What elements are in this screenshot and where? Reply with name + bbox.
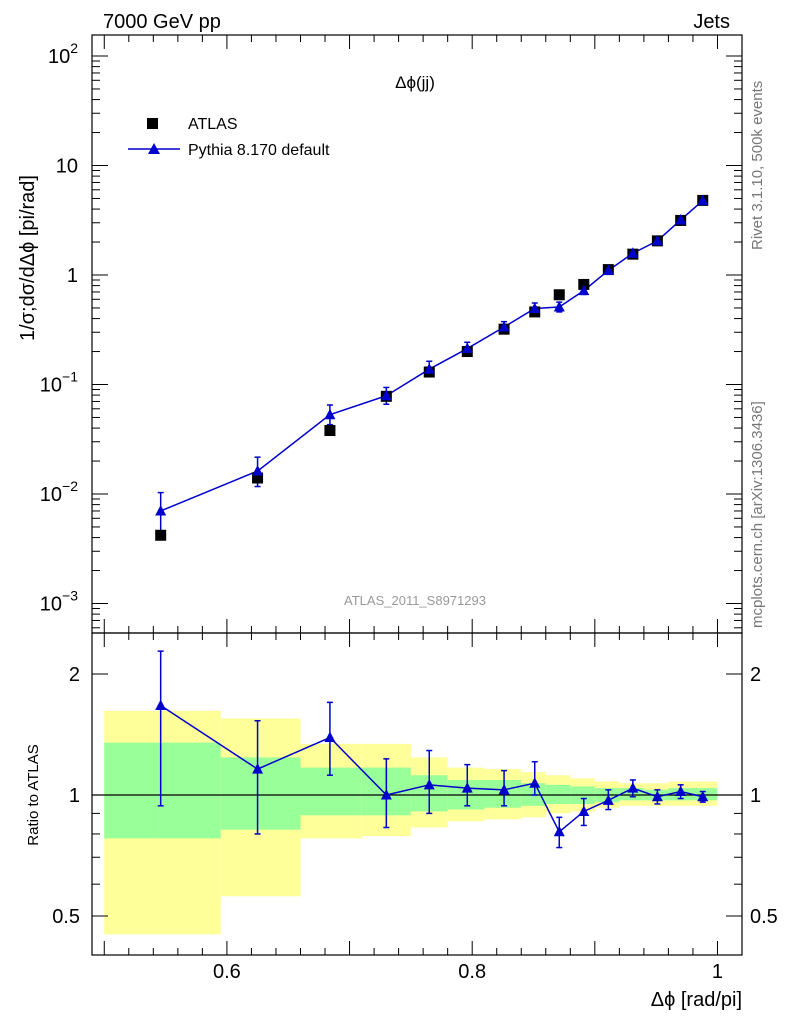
pythia-line: [160, 200, 704, 512]
main-y-tick-label: 102: [48, 40, 78, 68]
pythia-point: [675, 213, 687, 225]
main-y-tick-labels: 102 10 1 10−1 10−2 10−3: [40, 40, 78, 616]
main-y-tick-label: 10: [56, 156, 78, 178]
pythia-point: [529, 302, 541, 313]
ratio-y-tick-label-right: 0.5: [750, 906, 778, 928]
ratio-point: [675, 785, 687, 797]
pythia-point: [324, 408, 336, 420]
main-y-tick-label: 10−3: [40, 588, 78, 616]
rivet-label: Rivet 3.1.10, 500k events: [749, 81, 766, 250]
mcplots-label: mcplots.cern.ch [arXiv:1306.3436]: [749, 401, 766, 628]
ratio-point: [461, 782, 473, 793]
inner-band: [159, 742, 221, 839]
atlas-point: [578, 278, 590, 290]
ratio-point: [602, 794, 614, 805]
ratio-point: [578, 805, 590, 816]
x-tick-label: 0.8: [458, 961, 486, 983]
energy-label: 7000 GeV pp: [103, 11, 221, 33]
inner-band: [692, 788, 718, 801]
ratio-panel: 0.5 0.5 1 1 2 2 0.6 0.8 1 Ratio to ATLAS Δϕ [rad…: [25, 632, 778, 1011]
atlas-point: [252, 472, 264, 484]
main-y-tick-label: 10−2: [40, 478, 78, 506]
pythia-point: [602, 264, 614, 275]
main-axis-ticks: [92, 35, 743, 633]
atlas-point: [324, 425, 336, 437]
ratio-point: [155, 699, 167, 710]
ratio-point: [498, 783, 510, 795]
main-y-label: 1/σ;dσ/dΔϕ [pi/rad]: [17, 175, 39, 341]
main-series-marks: [155, 194, 709, 541]
ratio-series-marks: [155, 650, 709, 849]
inner-band: [545, 784, 571, 804]
inner-band: [104, 742, 160, 839]
ratio-error-bands: [92, 710, 742, 935]
pythia-point: [252, 465, 264, 476]
ratio-tick-labels: 0.5 0.5 1 1 2 2 0.6 0.8 1: [52, 664, 778, 983]
ratio-point: [529, 777, 541, 788]
pythia-point: [553, 301, 565, 312]
pythia-point: [651, 234, 663, 246]
ratio-point: [553, 825, 565, 837]
ratio-y-tick-label-right: 2: [750, 664, 761, 686]
main-watermark: ATLAS_2011_S8971293: [344, 593, 486, 608]
pythia-point: [627, 247, 639, 258]
main-title: Δϕ(jj): [395, 73, 435, 92]
ratio-point: [252, 763, 264, 774]
ratio-point: [627, 782, 639, 793]
pythia-point: [498, 321, 510, 332]
pythia-point: [578, 284, 590, 296]
ratio-axis-ticks: [92, 633, 743, 955]
pythia-point: [697, 194, 709, 206]
ratio-point: [423, 778, 435, 790]
ratio-y-tick-label: 0.5: [52, 906, 80, 928]
ratio-y-label: Ratio to ATLAS: [25, 744, 42, 845]
legend-atlas-label: ATLAS: [188, 116, 238, 133]
x-axis-label: Δϕ [rad/pi]: [651, 989, 742, 1011]
atlas-point: [155, 529, 167, 541]
ratio-point: [697, 790, 709, 802]
legend-pythia-marker: [148, 143, 160, 154]
legend-atlas-marker: [147, 118, 158, 129]
ratio-point: [651, 790, 663, 802]
category-label: Jets: [693, 11, 730, 33]
pythia-point: [380, 389, 392, 401]
atlas-point: [553, 289, 565, 301]
pythia-point: [461, 342, 473, 354]
ratio-y-tick-label-right: 1: [750, 785, 761, 807]
ratio-y-tick-label: 1: [69, 785, 80, 807]
main-y-tick-label: 10−1: [40, 369, 78, 397]
x-tick-label: 0.6: [213, 961, 241, 983]
pythia-point: [155, 504, 167, 516]
main-panel: 102 10 1 10−1 10−2 10−3 Δϕ(jj) ATLAS_2011_S89…: [17, 34, 743, 634]
pythia-point: [423, 363, 435, 374]
ratio-y-tick-label: 2: [69, 664, 80, 686]
ratio-frame: [91, 632, 743, 956]
x-tick-label: 1: [712, 961, 723, 983]
legend: ATLAS Pythia 8.170 default: [128, 116, 330, 159]
ratio-point: [380, 789, 392, 800]
legend-pythia-label: Pythia 8.170 default: [188, 142, 330, 159]
ratio-point: [324, 731, 336, 743]
main-y-tick-label: 1: [67, 265, 78, 287]
